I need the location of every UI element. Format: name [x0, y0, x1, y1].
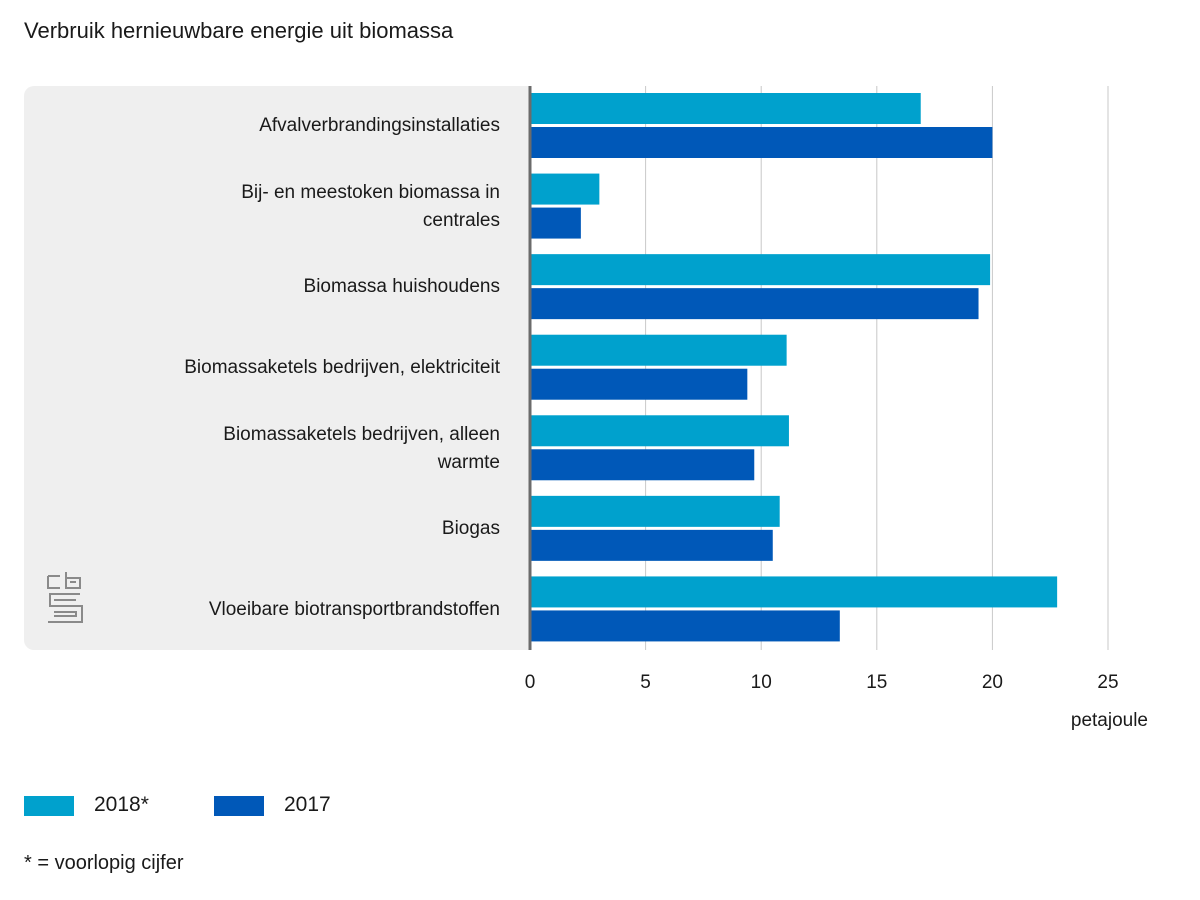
- bar-2017-5: [530, 529, 773, 561]
- bar-2018-5: [530, 495, 780, 527]
- bar-2017-0: [530, 127, 993, 158]
- legend-label-2017: 2017: [284, 793, 331, 816]
- x-tick-label-25: 25: [1097, 672, 1118, 693]
- x-tick-label-5: 5: [640, 672, 651, 693]
- cbs-logo-icon: [46, 570, 86, 626]
- bar-2018-2: [530, 254, 991, 286]
- legend-label-2018: 2018*: [94, 793, 149, 816]
- bar-2017-3: [530, 368, 748, 400]
- x-axis-unit-label: petajoule: [1070, 710, 1148, 731]
- legend-swatch-2018: [24, 796, 74, 816]
- bar-2018-4: [530, 415, 789, 447]
- category-label: Bij- en meestoken biomassa in centrales: [241, 181, 500, 231]
- bar-2017-6: [530, 610, 840, 642]
- x-tick-label-20: 20: [982, 672, 1003, 693]
- bar-2018-1: [530, 173, 600, 205]
- category-label: Vloeibare biotransportbrandstoffen: [208, 598, 500, 620]
- bar-2018-6: [530, 576, 1058, 608]
- bar-2017-2: [530, 288, 979, 320]
- bar-2017-1: [530, 207, 581, 239]
- category-label: Afvalverbrandingsinstallaties: [259, 115, 500, 137]
- chart-title: Verbruik hernieuwbare energie uit biomas…: [24, 18, 454, 43]
- footnote: * = voorlopig cijfer: [24, 852, 184, 874]
- category-label: Biogas: [441, 518, 500, 540]
- category-label: Biomassaketels bedrijven, alleen warmte: [223, 423, 500, 473]
- label-panel: [24, 86, 530, 650]
- x-tick-label-10: 10: [751, 672, 772, 693]
- category-label: Biomassaketels bedrijven, elektriciteit: [184, 357, 500, 378]
- category-label: Biomassa huishoudens: [303, 276, 500, 298]
- x-tick-label-15: 15: [866, 672, 887, 693]
- x-tick-label-0: 0: [525, 672, 536, 693]
- bar-2017-4: [530, 449, 755, 481]
- bar-2018-0: [530, 93, 921, 124]
- legend-swatch-2017: [214, 796, 264, 816]
- bar-2018-3: [530, 334, 787, 366]
- legend-item-2017: 2017: [214, 792, 374, 822]
- legend-item-2018: 2018*: [24, 792, 184, 822]
